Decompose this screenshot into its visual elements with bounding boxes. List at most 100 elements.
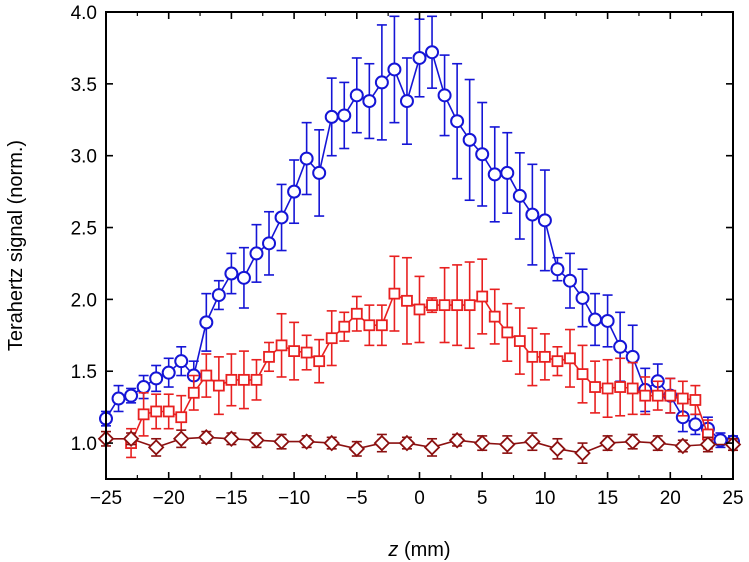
x-axis-label: z (mm) [387,539,450,561]
series-diamonds [97,429,742,464]
data-point [488,310,501,323]
data-point [198,429,215,446]
data-point [649,434,667,452]
data-point [387,62,402,77]
data-point [298,433,315,450]
data-point [588,312,603,327]
data-point [487,167,502,182]
x-tick-label: 10 [534,488,555,509]
data-point [575,290,590,305]
data-point [550,262,565,277]
data-point [437,88,452,103]
data-point [576,368,589,381]
data-point [625,349,640,364]
data-point [323,434,340,452]
data-point [288,345,301,358]
data-point [564,352,576,365]
data-point [413,303,426,316]
data-point [651,389,664,402]
data-point [225,373,238,386]
data-point [236,270,251,285]
data-point [248,431,265,449]
data-point [398,434,416,452]
data-point [601,382,614,395]
data-point [350,307,363,320]
x-tick-label: 25 [722,488,743,509]
data-point [212,379,225,392]
data-point [262,236,277,251]
y-tick-label: 2.0 [71,290,97,311]
data-point [476,290,489,303]
data-point [224,266,239,281]
data-point [525,207,540,222]
data-point [551,355,564,368]
data-point [274,210,289,225]
y-tick-label: 2.5 [71,219,97,240]
data-point [500,165,515,180]
data-point [122,430,140,448]
data-point [450,114,465,129]
data-point [325,332,338,345]
data-point [475,147,490,162]
tick-layer: −25 −20 −15 −10 −5 0 5 10 15 20 25 1.0 1.5 2.0 2.5 3.0 3… [71,3,744,509]
data-point [149,371,164,386]
x-tick-label: −25 [90,488,122,509]
data-point [111,391,126,406]
data-point [423,439,441,456]
data-point [287,184,302,199]
data-point [337,108,352,123]
data-point [363,319,376,332]
data-point [425,45,440,60]
data-point [589,381,601,393]
y-tick-label: 3.5 [71,75,97,96]
y-tick-label: 1.0 [71,434,97,455]
data-point [499,436,516,453]
y-tick-label: 1.5 [71,362,97,383]
data-point [473,434,491,452]
data-point [223,430,240,448]
data-point [273,433,290,450]
y-tick-label: 3.0 [71,147,97,168]
data-point [373,434,391,452]
data-point [312,165,327,180]
data-point [549,440,566,458]
data-point [613,339,628,354]
data-point [412,50,427,65]
x-tick-label: 15 [597,488,618,509]
data-point [462,132,477,147]
x-axis-variable: z [387,539,398,561]
data-point [676,392,689,405]
data-point [199,315,214,330]
x-tick-label: 20 [660,488,681,509]
data-point [313,355,326,368]
data-point [147,439,165,456]
data-point [238,373,250,386]
data-point [626,382,639,395]
data-point [300,346,313,359]
data-point [399,94,414,109]
data-point [463,299,476,312]
data-point [375,319,388,332]
data-point [150,405,163,418]
x-tick-label: −10 [278,488,310,509]
data-point [250,373,263,386]
data-point [699,436,717,453]
data-point [348,440,366,458]
x-tick-label: −5 [346,488,368,509]
data-point [263,350,275,363]
data-point [275,339,288,352]
data-point [388,287,401,300]
data-point [624,433,641,450]
data-point [349,88,364,103]
data-point [174,354,189,369]
data-point [172,430,190,448]
data-point [162,405,175,418]
data-point [512,188,527,203]
data-point [524,433,541,450]
data-point [374,75,389,90]
series-circles [99,15,740,449]
data-point [526,350,539,363]
data-point [674,437,692,455]
data-point [124,388,139,403]
